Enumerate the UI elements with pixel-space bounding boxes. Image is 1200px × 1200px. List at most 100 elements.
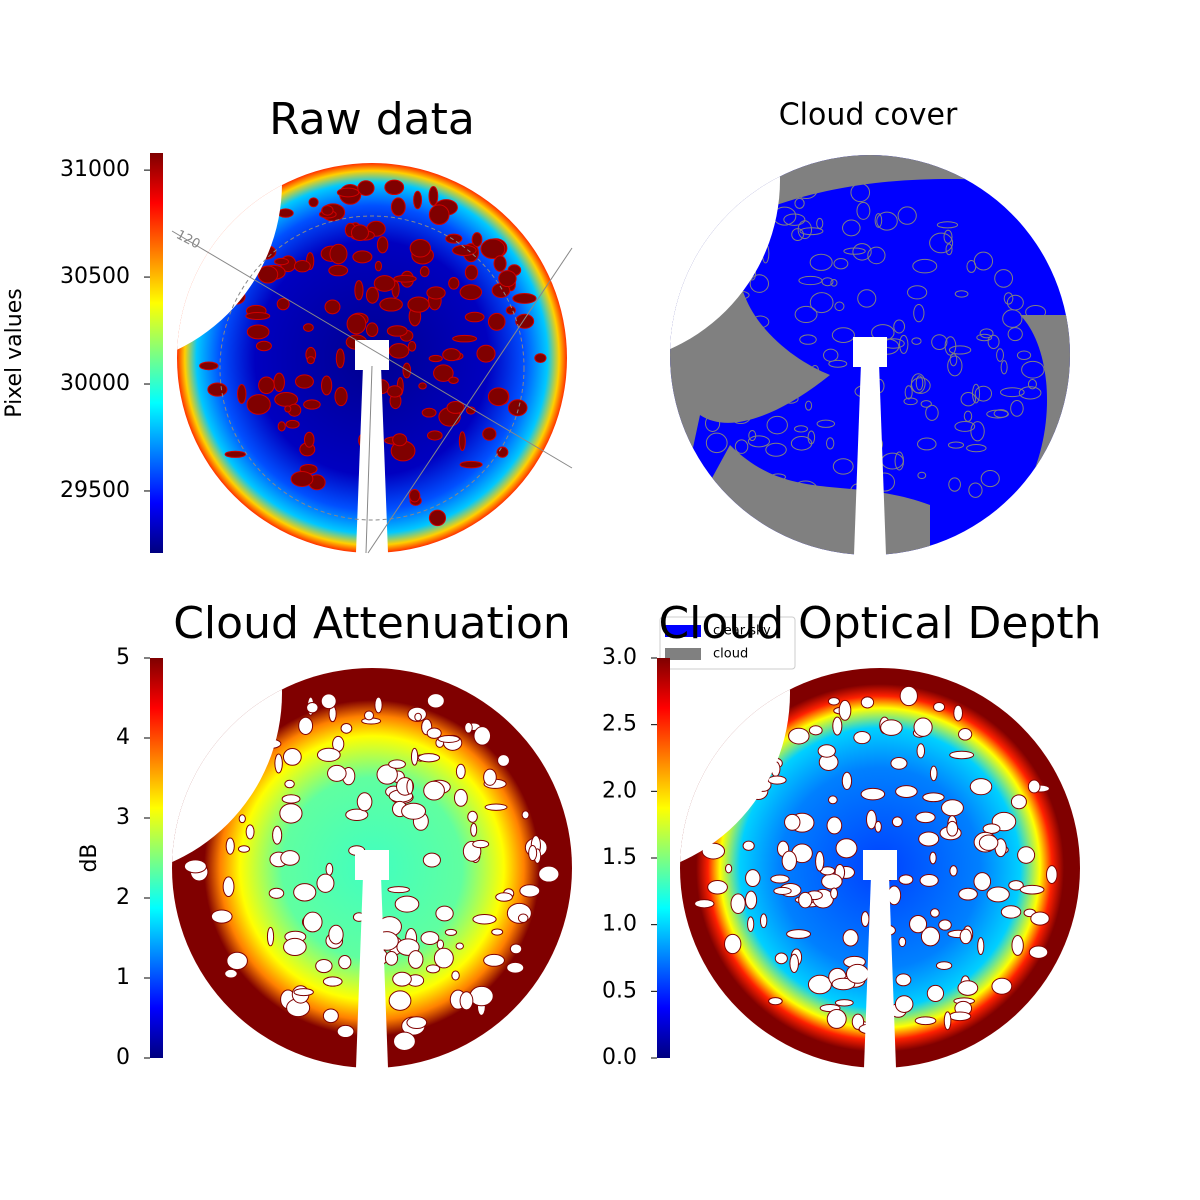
- cloud-blob: [451, 970, 460, 981]
- cloud-blob: [996, 348, 1004, 362]
- cloud-blob: [519, 884, 541, 898]
- cloud-blob: [448, 276, 460, 290]
- cloud-blob: [336, 1024, 355, 1039]
- cloud-blob: [506, 961, 525, 974]
- cloud-blob: [916, 743, 926, 759]
- cloud-blob: [899, 685, 918, 707]
- cloud-blob: [866, 809, 877, 830]
- cloud-blob: [823, 348, 839, 362]
- cloud-blob: [384, 951, 399, 966]
- polar-grid: [219, 215, 525, 521]
- cloud-blob: [387, 886, 410, 894]
- cloud-blob: [495, 892, 513, 902]
- cloud-blob: [224, 450, 246, 458]
- cloud-blob: [774, 952, 788, 965]
- cloud-blob: [973, 872, 992, 891]
- cloud-blob: [915, 375, 924, 391]
- cloud-blob: [749, 274, 770, 293]
- cloud-blob: [786, 929, 812, 939]
- cloud-blob: [328, 264, 349, 277]
- cloud-blob: [839, 497, 855, 505]
- cloud-blob: [1021, 360, 1045, 379]
- cloud-blob: [352, 250, 373, 264]
- cloud-blob: [322, 976, 343, 987]
- cloud-blob: [913, 717, 933, 737]
- cloud-blob: [390, 197, 406, 217]
- cloud-blob: [747, 916, 755, 933]
- colorbar-tick-label: 4: [116, 725, 130, 750]
- cloud-blob: [782, 393, 799, 404]
- colorbar-label: Pixel values: [2, 288, 27, 417]
- cloud-blob: [826, 437, 835, 450]
- cloud-blob: [770, 473, 786, 481]
- cloud-blob: [464, 264, 479, 281]
- cloud-blob: [767, 775, 787, 785]
- colorbar: [150, 658, 163, 1058]
- cloud-blob: [521, 810, 530, 820]
- cloud-blob: [433, 364, 454, 382]
- cloud-blob: [277, 421, 286, 432]
- legend-swatch: [665, 625, 701, 637]
- colorbar-tick-label: 0.0: [602, 1045, 637, 1070]
- cloud-blob: [794, 197, 805, 209]
- cloud-blob: [419, 266, 430, 278]
- cloud-blob: [903, 397, 918, 406]
- cloud-blob: [976, 333, 993, 342]
- cloud-blob: [724, 933, 742, 955]
- cloud-blob: [894, 995, 914, 1013]
- cloud-blob: [808, 725, 823, 736]
- polar-spoke: [367, 247, 573, 554]
- cloud-blob: [322, 1008, 339, 1024]
- cloud-blob: [773, 886, 792, 896]
- cloud-blob: [491, 928, 504, 936]
- cloud-blob: [393, 274, 417, 283]
- cloud-blob: [933, 701, 946, 712]
- cloud-blob: [876, 211, 898, 231]
- cloud-blob: [830, 887, 838, 900]
- cloud-blob: [303, 431, 315, 448]
- cloud-blob: [316, 873, 335, 893]
- cloud-blob: [917, 437, 937, 451]
- cloud-blob: [407, 296, 430, 313]
- cloud-blob: [384, 179, 405, 196]
- polar-label: 120: [174, 228, 203, 253]
- cloud-blob: [745, 890, 758, 910]
- cloud-blob: [783, 213, 806, 226]
- panel-title: Raw data: [269, 94, 475, 145]
- cloud-blob: [320, 693, 337, 710]
- cloud-blob: [704, 414, 721, 432]
- cloud-blob: [915, 811, 936, 824]
- cloud-blob: [1016, 350, 1032, 361]
- cloud-blob: [517, 913, 529, 924]
- colorbar-tick-label: 2.0: [602, 778, 637, 803]
- colorbar-tick-label: 1: [116, 965, 130, 990]
- cloud-blob: [798, 891, 813, 909]
- cloud-blob: [909, 915, 928, 934]
- cloud-blob: [320, 375, 333, 396]
- mast-outline: [365, 365, 373, 554]
- colorbar-tick-label: 2.5: [602, 712, 637, 737]
- cloud-blob: [280, 850, 300, 866]
- cloud-blob: [255, 340, 272, 352]
- cloud-blob: [1011, 934, 1024, 956]
- cloud-blob: [974, 385, 993, 402]
- cloud-blob: [418, 382, 427, 390]
- cloud-blob: [904, 385, 913, 400]
- cloud-blob: [960, 392, 977, 407]
- cloud-blob: [791, 228, 804, 242]
- polar-spoke: [171, 230, 573, 469]
- cloud-blob: [444, 928, 458, 936]
- cloud-blob: [357, 180, 375, 196]
- cloud-blob: [794, 305, 818, 324]
- cloud-blob: [245, 824, 255, 840]
- colorbar-tick-label: 1.0: [602, 912, 637, 937]
- cloud-blob: [376, 764, 398, 785]
- cloud-blob: [867, 246, 886, 265]
- cloud-blob: [509, 943, 523, 955]
- cloud-blob: [276, 297, 290, 311]
- colorbar-tick-label: 29500: [60, 478, 130, 503]
- cloud-blob: [709, 347, 719, 366]
- cloud-blob: [1007, 327, 1023, 342]
- sensor-arm: [355, 340, 389, 370]
- cloud-blob: [770, 874, 790, 884]
